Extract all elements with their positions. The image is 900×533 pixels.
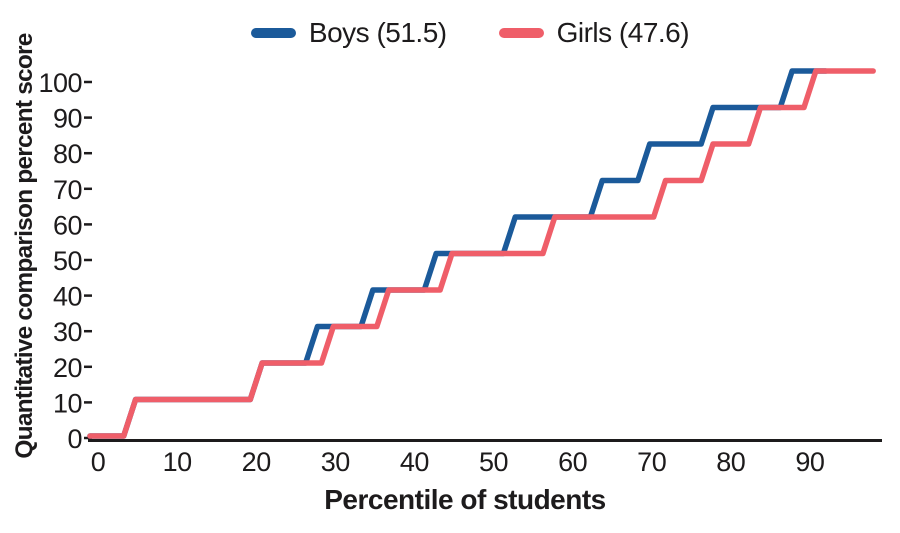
legend-item-boys: Boys (51.5) xyxy=(250,17,447,49)
legend-label-girls: Girls (47.6) xyxy=(556,17,690,48)
y-tick-label: 90 xyxy=(53,104,82,134)
legend-label-boys: Boys (51.5) xyxy=(308,17,447,48)
series-line-girls xyxy=(87,68,876,439)
y-tick-label: 10 xyxy=(53,388,82,418)
y-tick-label: 20 xyxy=(53,353,82,383)
y-tick-label: 50 xyxy=(53,246,82,276)
x-tick-label: 70 xyxy=(637,447,666,477)
x-tick-label: 20 xyxy=(242,447,271,477)
y-tick-label: 80 xyxy=(53,139,82,169)
y-tick-label: 30 xyxy=(53,317,82,347)
y-tick-label: 60 xyxy=(53,210,82,240)
y-tick-label: 0 xyxy=(67,424,82,454)
x-axis-title: Percentile of students xyxy=(324,484,606,515)
y-tick-label: 40 xyxy=(53,282,82,312)
x-tick-label: 90 xyxy=(795,447,824,477)
chart-legend: Boys (51.5) Girls (47.6) xyxy=(40,14,900,52)
x-tick-label: 60 xyxy=(558,447,587,477)
x-tick-label: 10 xyxy=(163,447,192,477)
girls-line-swatch-icon xyxy=(498,28,544,38)
x-tick-label: 30 xyxy=(321,447,350,477)
x-tick-label: 40 xyxy=(400,447,429,477)
boys-line-swatch-icon xyxy=(250,28,296,38)
x-tick-label: 0 xyxy=(91,447,106,477)
x-tick-label: 50 xyxy=(479,447,508,477)
y-tick-label: 100 xyxy=(38,68,82,98)
y-tick-label: 70 xyxy=(53,175,82,205)
legend-item-girls: Girls (47.6) xyxy=(498,17,690,49)
x-tick-label: 80 xyxy=(716,447,745,477)
